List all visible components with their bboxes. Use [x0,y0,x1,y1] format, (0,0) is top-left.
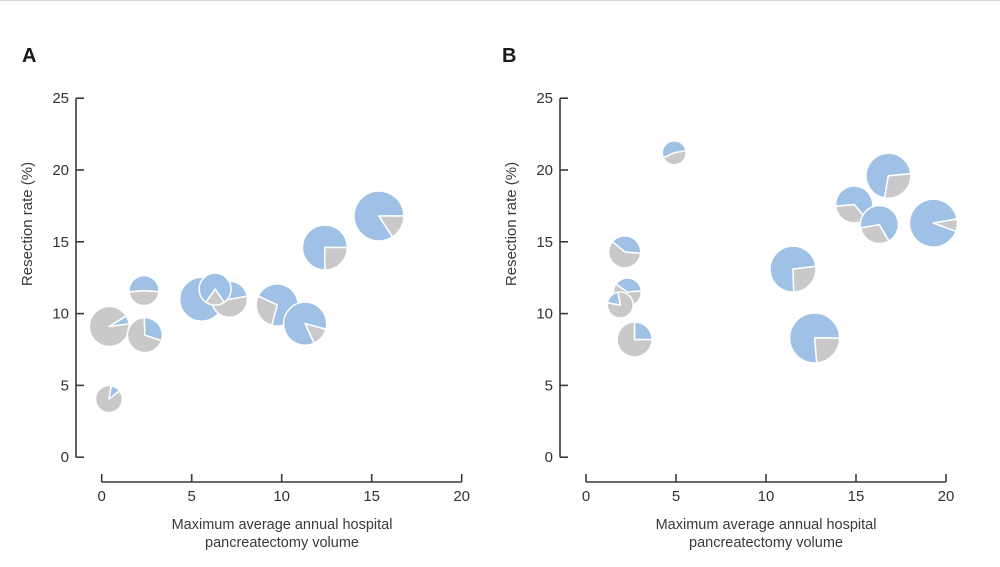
x-tick-label: 0 [582,488,590,505]
pie-marker-segment-blue [859,204,900,242]
pie-marker-segment-gray [128,289,160,307]
x-tick-label: 5 [672,488,680,505]
panel-b-label: B [502,45,517,67]
pie-marker-segment-blue [661,140,687,159]
x-tick-label: 10 [758,488,775,505]
y-tick-label: 10 [52,306,69,323]
x-tick-label: 15 [848,488,865,505]
panel-a-label: A [22,45,37,67]
x-tick-label: 15 [363,488,380,505]
pie-marker-segment-gray [205,288,226,306]
pie-marker-segment-gray [378,215,405,238]
pie-marker-segment-gray [792,265,817,293]
pie-marker-segment-blue [615,277,643,293]
pie-marker-segment-gray [813,337,841,364]
pie-marker-segment-gray [608,240,642,269]
pie-marker-segment-gray [662,149,687,166]
panel-b-x-axis-title-line2: pancreatectomy volume [689,534,843,551]
y-tick-label: 25 [536,90,553,107]
y-tick-label: 0 [545,449,553,466]
pie-marker-segment-blue [606,291,621,306]
x-tick-label: 0 [98,488,106,505]
top-border [0,0,1000,1]
pie-marker-segment-gray [255,295,278,327]
pie-marker-segment-blue [108,385,121,400]
x-tick-label: 20 [453,488,470,505]
pie-marker-segment-blue [611,235,642,254]
pie-marker-segment-gray [304,322,327,344]
pie-marker-segment-blue [633,321,653,341]
x-tick-label: 20 [938,488,955,505]
y-tick-label: 25 [52,90,69,107]
y-tick-label: 15 [536,234,553,251]
y-tick-label: 10 [536,306,553,323]
panel-b-x-axis-title: Maximum average annual hospital pancreat… [566,517,966,552]
y-tick-label: 15 [52,234,69,251]
pie-marker-segment-blue [198,272,232,304]
panel-a-x-axis-title-line1: Maximum average annual hospital [171,517,393,533]
y-tick-label: 5 [545,377,553,394]
pie-marker-segment-blue [108,315,130,328]
pie-marker-segment-gray [606,291,634,319]
y-tick-label: 20 [52,162,69,179]
y-tick-label: 20 [536,162,553,179]
y-tick-label: 0 [61,449,69,466]
pie-marker-segment-blue [143,316,164,342]
pie-marker-segment-gray [883,173,912,199]
panel-a-x-axis-title: Maximum average annual hospital pancreat… [82,517,482,552]
pie-marker-segment-blue [282,301,328,346]
panel-a-x-axis-title-line2: pancreatectomy volume [205,534,359,551]
x-tick-label: 10 [273,488,290,505]
panel-b-x-axis-title-line1: Maximum average annual hospital [655,517,877,533]
y-tick-label: 5 [61,377,69,394]
pie-marker-segment-gray [324,246,349,271]
pie-marker-segment-blue [128,274,160,293]
pie-marker-segment-gray [932,218,959,233]
x-tick-label: 5 [188,488,196,505]
